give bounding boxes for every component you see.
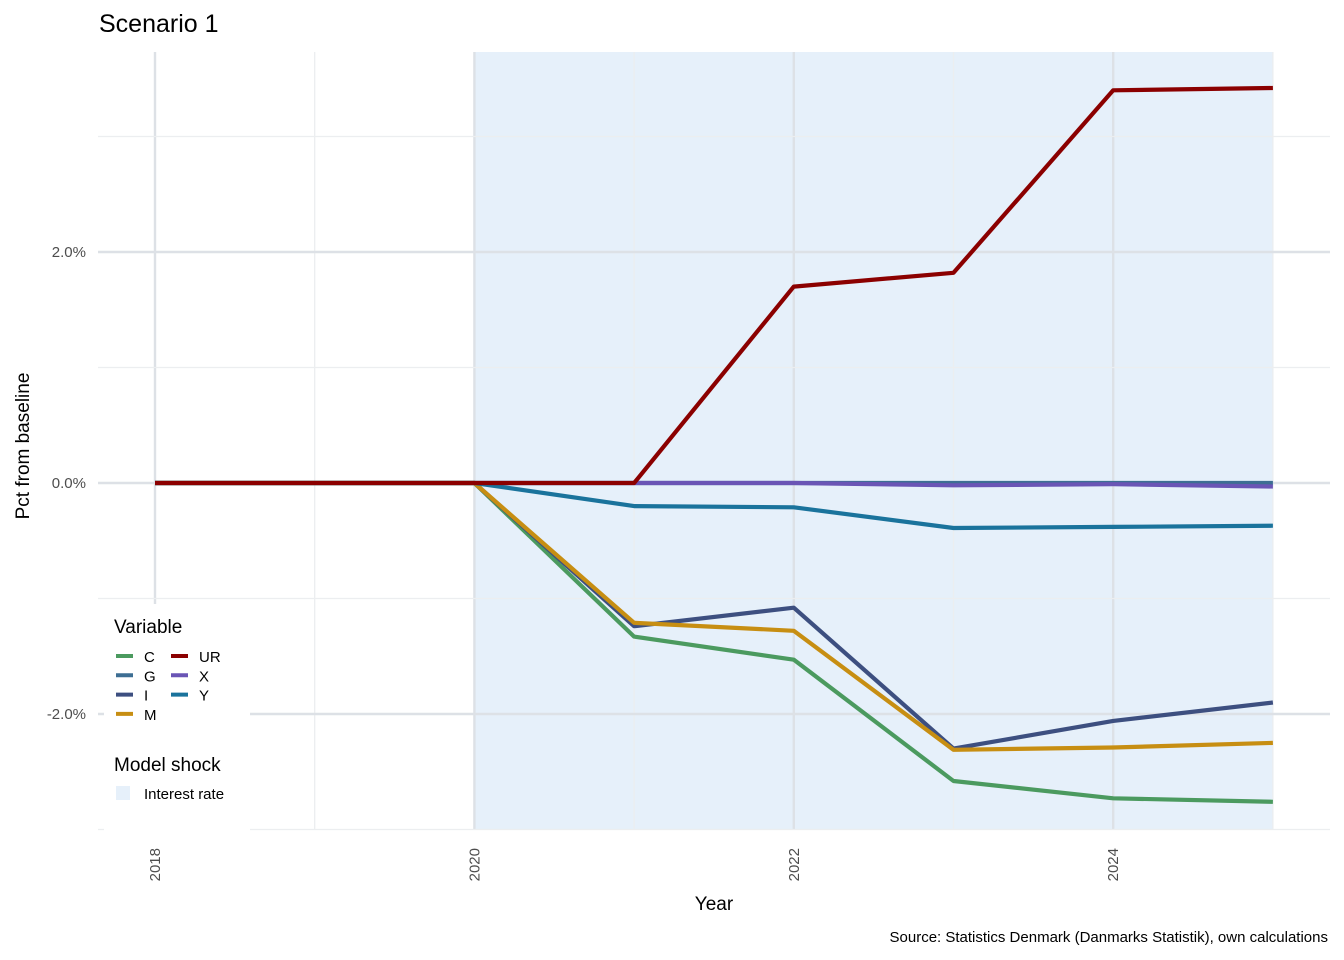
chart-title: Scenario 1 [99,10,219,38]
x-tick-label: 2020 [466,848,483,881]
legend-label-ur: UR [199,649,221,666]
x-tick-labels: 2018 2020 2022 2024 [147,848,1122,881]
legend-background [104,604,250,840]
legend-key-interest-rate [116,786,130,800]
y-tick-label: 2.0% [52,244,86,261]
x-tick-label: 2024 [1105,848,1122,881]
x-tick-label: 2018 [147,848,164,881]
series-layer [155,85,1274,804]
source-caption: Source: Statistics Denmark (Danmarks Sta… [890,929,1328,946]
y-tick-label: -2.0% [47,706,86,723]
legend-label-c: C [144,649,155,666]
legend-label-m: M [144,707,157,724]
legend-label-i: I [144,688,148,705]
legend-label-x: X [199,668,209,685]
legend-label-y: Y [199,688,209,705]
legend-title-model-shock: Model shock [114,755,221,776]
shaded-region-interest-rate [474,52,1273,830]
legend-title-variable: Variable [114,617,182,638]
shaded-region-layer [474,52,1273,830]
y-tick-label: 0.0% [52,475,86,492]
x-axis-label: Year [695,894,734,915]
series-line-ur [155,85,1273,486]
y-tick-labels: 2.0% 0.0% -2.0% [47,244,86,723]
legend-label-g: G [144,668,156,685]
y-axis-label: Pct from baseline [13,373,34,520]
grid-layer [98,52,1330,831]
x-tick-label: 2022 [786,848,803,881]
legend-label-interest-rate: Interest rate [144,786,224,803]
